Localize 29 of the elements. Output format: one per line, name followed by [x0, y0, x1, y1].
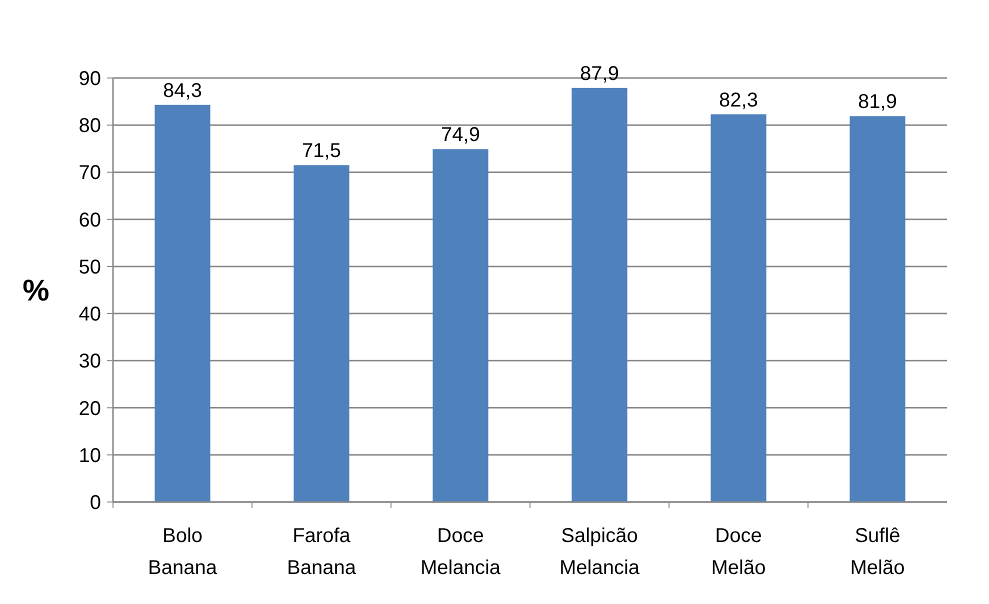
y-tick-label: 0 [90, 492, 101, 514]
y-tick-label: 80 [78, 115, 101, 138]
bar [572, 88, 628, 502]
y-tick-label: 40 [78, 304, 101, 326]
y-tick-label: 90 [78, 68, 101, 90]
x-tick-label: Farofa Banana [287, 525, 357, 579]
y-tick-label: 60 [78, 209, 101, 232]
data-label: 71,5 [302, 140, 341, 162]
x-tick-label: Bolo Banana [148, 525, 218, 579]
bar [154, 104, 210, 502]
bar [710, 114, 766, 502]
bar [294, 165, 350, 502]
x-tick-label: Salpicão Melancia [559, 525, 640, 579]
data-label: 81,9 [858, 91, 897, 114]
x-tick-label: Doce Melancia [420, 525, 502, 579]
y-tick-label: 70 [78, 162, 101, 184]
x-tick-label: Suflê Melão [850, 525, 905, 579]
y-tick-label: 10 [78, 444, 101, 467]
data-label: 84,3 [163, 80, 202, 102]
x-tick-label: Doce Melão [711, 525, 766, 579]
y-tick-label: 20 [78, 398, 101, 420]
data-label: 82,3 [719, 89, 758, 112]
bar [432, 149, 488, 502]
y-tick-label: 50 [78, 256, 101, 278]
y-axis-title: % [22, 274, 50, 308]
data-label: 74,9 [441, 124, 480, 146]
data-label: 87,9 [580, 62, 619, 85]
y-tick-label: 30 [78, 350, 101, 373]
bar [850, 116, 906, 502]
